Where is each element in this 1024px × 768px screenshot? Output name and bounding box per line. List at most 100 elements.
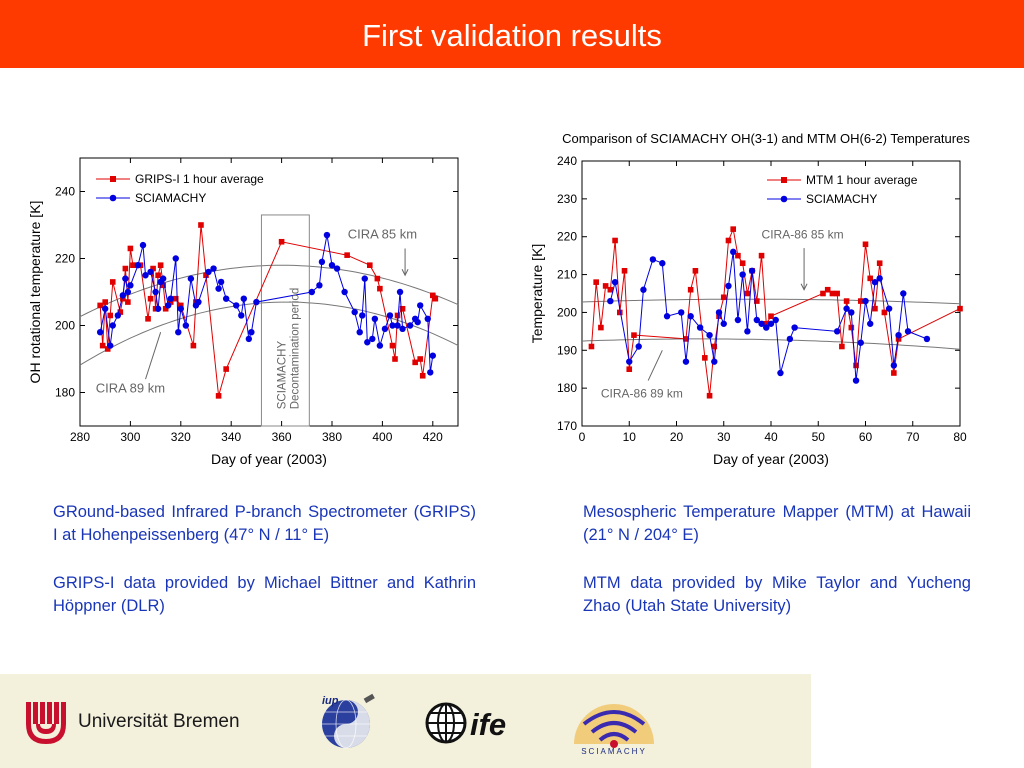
data-point [222, 295, 230, 302]
data-point [588, 343, 595, 350]
grips-instrument-text: GRound-based Infrared P-branch Spectrome… [53, 503, 476, 544]
x-tick-label: 40 [764, 430, 778, 444]
data-point [127, 282, 134, 289]
y-axis-label: OH rotational temperature [K] [27, 201, 43, 384]
data-point [190, 342, 197, 349]
data-point [626, 358, 633, 365]
data-point [417, 356, 423, 362]
cira-85-curve [79, 264, 459, 318]
x-axis-label: Day of year (2003) [211, 451, 327, 467]
legend-marker [110, 176, 116, 182]
data-point [356, 329, 363, 336]
x-tick-label: 380 [322, 430, 342, 444]
legend-label: MTM 1 hour average [806, 173, 918, 187]
data-point [167, 299, 174, 305]
data-point [178, 302, 184, 309]
cira-86-85-arrowhead [800, 283, 808, 291]
data-point [683, 336, 689, 342]
data-point [867, 320, 874, 327]
data-point [154, 305, 162, 312]
data-point [725, 282, 732, 290]
data-point [602, 283, 609, 289]
x-tick-label: 340 [221, 430, 241, 444]
data-point [157, 262, 164, 268]
data-point [122, 275, 129, 282]
data-point [361, 275, 368, 282]
y-tick-label: 200 [557, 305, 577, 319]
y-axis-label: Temperature [K] [529, 244, 545, 344]
data-point [739, 271, 746, 278]
data-point [119, 292, 127, 299]
data-point [663, 313, 671, 320]
data-point [341, 288, 348, 296]
data-point [857, 298, 864, 304]
data-point [696, 324, 704, 331]
data-point [612, 237, 618, 244]
data-point [754, 298, 760, 304]
data-point [367, 262, 373, 268]
data-point [839, 343, 845, 350]
data-point [904, 328, 912, 335]
x-tick-label: 80 [953, 430, 967, 444]
x-tick-label: 60 [859, 430, 873, 444]
data-point [848, 309, 855, 316]
data-point [617, 309, 623, 316]
data-point [890, 362, 898, 369]
uni-bremen-name: Universität Bremen [78, 711, 240, 732]
legend-label: GRIPS-I 1 hour average [135, 172, 264, 186]
data-point [323, 231, 331, 239]
right-chart-title: Comparison of SCIAMACHY OH(3-1) and MTM … [562, 131, 970, 146]
data-point [96, 329, 104, 336]
cira-89-annotation: CIRA 89 km [96, 381, 165, 396]
data-point [308, 288, 316, 296]
data-point [871, 278, 879, 286]
data-point [150, 265, 156, 272]
data-point [162, 305, 169, 312]
cira-86-85-annotation: CIRA-86 85 km [762, 228, 844, 242]
decontamination-period-box [260, 214, 310, 427]
legend-marker [781, 177, 787, 183]
uni-bremen-logo: Universität Bremen [26, 702, 240, 744]
cira-86-89-arrow [647, 350, 663, 381]
x-tick-label: 70 [906, 430, 920, 444]
y-tick-label: 240 [557, 154, 577, 168]
data-point [777, 369, 784, 377]
data-point [702, 355, 708, 361]
mtm-credit-text: MTM data provided by Mike Taylor and Yuc… [583, 574, 971, 615]
data-point [376, 342, 384, 349]
data-point [245, 335, 253, 343]
data-point [344, 252, 350, 258]
iup-logo: iup [322, 693, 375, 749]
data-point [635, 343, 642, 350]
cira-86-85-curve [581, 298, 961, 305]
data-point [165, 302, 172, 309]
data-point [607, 297, 614, 305]
data-point [177, 305, 184, 312]
data-point [394, 312, 401, 319]
data-point [720, 320, 727, 327]
data-point [730, 248, 737, 256]
data-point [120, 295, 126, 302]
x-axis-label: Day of year (2003) [713, 451, 829, 467]
header-bar: First validation results [0, 0, 1024, 68]
data-point [862, 297, 869, 305]
sciamachy-logo: SCIAMACHY [574, 704, 654, 756]
mtm-instrument-text: Mesospheric Temperature Mapper (MTM) at … [583, 503, 971, 544]
y-tick-label: 210 [557, 268, 577, 282]
data-point [682, 358, 690, 365]
data-point [895, 336, 902, 342]
data-point [396, 288, 404, 296]
data-point [631, 332, 637, 338]
data-point [139, 241, 147, 249]
data-point [145, 316, 151, 322]
data-point [389, 322, 396, 329]
data-point [786, 335, 794, 343]
data-point [607, 286, 614, 293]
x-tick-label: 280 [70, 430, 90, 444]
sciamachy-label: SCIAMACHY [581, 747, 647, 756]
data-point [734, 316, 742, 324]
data-point [843, 305, 850, 312]
data-point [429, 352, 436, 359]
page-title: First validation results [362, 18, 662, 53]
data-point [172, 255, 179, 262]
